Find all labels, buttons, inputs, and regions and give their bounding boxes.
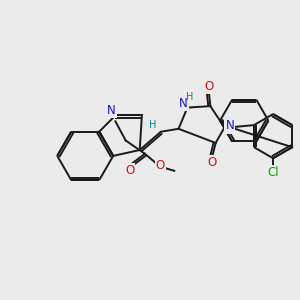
Text: O: O (204, 80, 214, 93)
Text: O: O (156, 159, 165, 172)
Text: N: N (106, 104, 116, 117)
Text: N: N (225, 119, 234, 132)
Text: O: O (208, 157, 217, 169)
Text: N: N (179, 97, 188, 110)
Text: H: H (186, 92, 194, 102)
Text: O: O (125, 164, 134, 177)
Text: H: H (149, 120, 156, 130)
Text: Cl: Cl (267, 167, 279, 179)
